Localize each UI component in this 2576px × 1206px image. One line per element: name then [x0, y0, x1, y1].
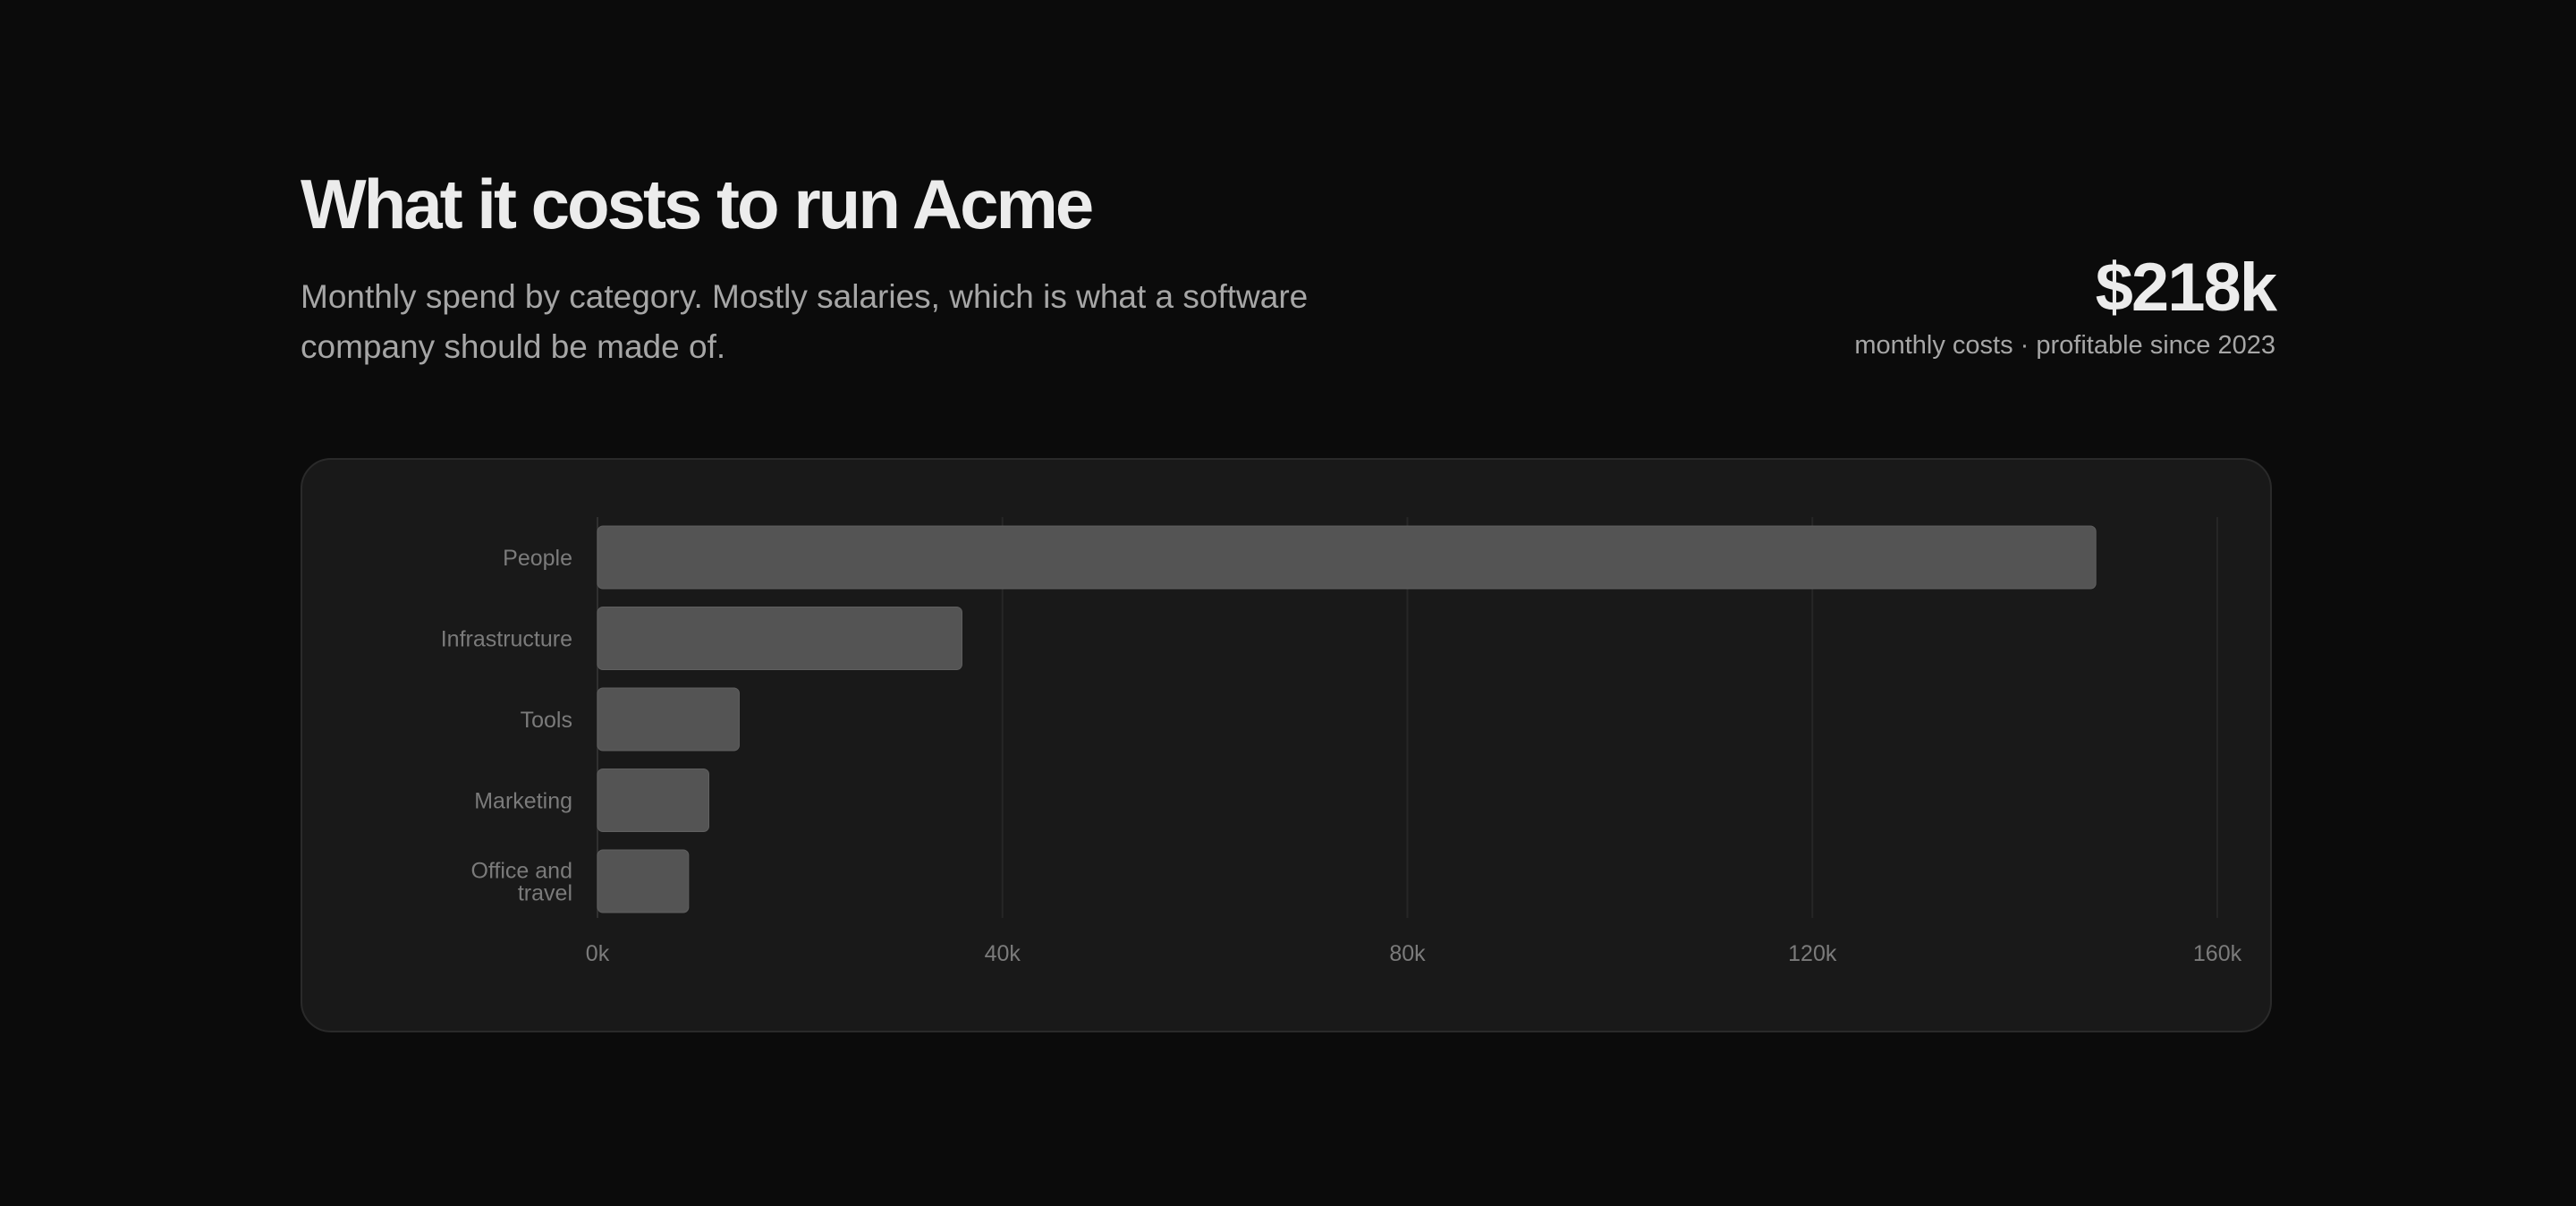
total-cost-caption: monthly costs · profitable since 2023 — [1854, 330, 2275, 360]
cost-bar-chart: People Infrastructure Tools Marketing Office… — [441, 517, 2242, 966]
category-label: Infrastructure — [441, 627, 572, 652]
category-label: Marketing — [474, 789, 572, 814]
bar — [597, 525, 2097, 590]
category-label-line: People — [503, 546, 572, 571]
category-label-line: Infrastructure — [441, 627, 572, 652]
bar — [597, 607, 962, 670]
x-tick-label: 40k — [985, 941, 1021, 966]
category-label: Tools — [521, 708, 572, 733]
category-label: People — [503, 546, 572, 571]
x-tick-label: 160k — [2193, 941, 2242, 966]
category-label-line: Tools — [521, 708, 572, 733]
category-label-line: Office and — [470, 859, 572, 884]
bar — [597, 849, 690, 913]
category-label: Office and travel — [470, 859, 572, 906]
category-label-line: travel — [518, 881, 572, 906]
page-subtitle: Monthly spend by category. Mostly salari… — [301, 278, 1309, 365]
bar — [597, 769, 710, 832]
x-tick-label: 120k — [1788, 941, 1837, 966]
bar — [597, 687, 740, 752]
total-cost-value: $218k — [2095, 250, 2277, 326]
total-cost-metric: $218k monthly costs · profitable since 2… — [1854, 250, 2277, 361]
x-tick-label: 80k — [1389, 941, 1426, 966]
category-label-line: Marketing — [474, 789, 572, 814]
chart-card: People Infrastructure Tools Marketing Office… — [301, 458, 2272, 1032]
x-tick-label: 0k — [586, 941, 610, 966]
page-title: What it costs to run Acme — [301, 165, 1094, 243]
